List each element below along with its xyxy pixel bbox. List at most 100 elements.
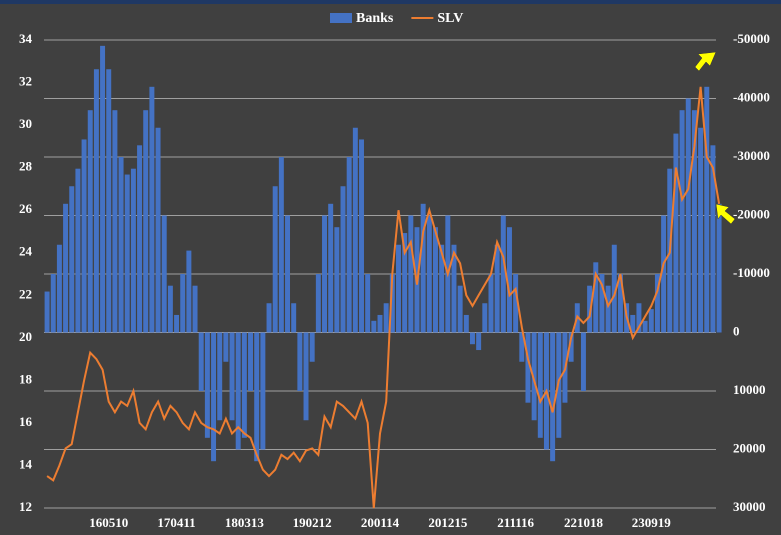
bar	[519, 332, 525, 362]
line	[46, 86, 721, 509]
y2-tick-label: 0	[733, 323, 740, 338]
bar	[568, 332, 574, 362]
bar	[100, 45, 106, 333]
bar	[605, 285, 611, 333]
bar	[81, 139, 87, 333]
bar	[278, 157, 284, 333]
bar	[469, 332, 475, 345]
x-tick-label: 200114	[361, 515, 400, 530]
bar	[167, 285, 173, 333]
bar	[525, 332, 531, 403]
top-stripe	[0, 0, 781, 4]
y2-tick-label: -10000	[733, 265, 770, 280]
arrow	[715, 203, 736, 225]
bar	[174, 314, 180, 333]
y-tick-label: 34	[19, 31, 33, 46]
bar	[352, 127, 358, 333]
bar	[149, 86, 155, 333]
legend-label: Banks	[356, 11, 394, 26]
bar	[420, 203, 426, 333]
bar	[691, 110, 697, 333]
bar	[254, 332, 260, 462]
bar	[457, 285, 463, 333]
y-tick-label: 12	[19, 499, 32, 514]
bar	[580, 332, 586, 391]
y-tick-label: 32	[19, 74, 32, 89]
bar	[654, 274, 660, 333]
bar	[673, 133, 679, 333]
bar	[500, 215, 506, 333]
bar	[389, 274, 395, 333]
y2-tick-label: -30000	[733, 148, 770, 163]
bar	[260, 332, 266, 450]
y2-tick-label: -40000	[733, 89, 770, 104]
bar	[137, 145, 143, 333]
plot: 30000 20000 10000 0 -10000 -20000 -30000 -40000…	[19, 31, 770, 530]
bar	[531, 332, 537, 421]
bar	[488, 274, 494, 333]
bar	[186, 250, 192, 333]
bar	[93, 69, 99, 333]
bar	[266, 303, 272, 333]
bar	[716, 203, 722, 333]
bar	[710, 145, 716, 333]
bar	[211, 332, 217, 462]
y-tick-label: 20	[19, 329, 32, 344]
bar	[482, 303, 488, 333]
bar	[359, 139, 364, 333]
bar	[44, 291, 50, 333]
bar	[334, 227, 340, 333]
y2-tick-label: -50000	[733, 31, 770, 46]
y-tick-label: 16	[19, 414, 33, 429]
bar	[291, 303, 297, 333]
bar	[550, 332, 556, 462]
x-tick-label: 160510	[89, 515, 128, 530]
y-tick-label: 18	[19, 371, 33, 386]
bar	[322, 215, 327, 333]
bar	[248, 332, 254, 391]
bar	[476, 332, 482, 351]
y-tick-label: 26	[19, 201, 33, 216]
x-tick-label: 201215	[428, 515, 468, 530]
x-tick-label: 211116	[497, 515, 534, 530]
bar	[611, 244, 617, 333]
x-tick-label: 221018	[564, 515, 604, 530]
bar	[161, 215, 167, 333]
bar	[630, 314, 636, 333]
x-tick-label: 190212	[293, 515, 332, 530]
bar	[346, 157, 352, 333]
y-tick-label: 14	[19, 456, 33, 471]
bar	[383, 303, 389, 333]
bar	[636, 303, 642, 333]
bar	[229, 332, 235, 421]
x-tick-label: 180313	[225, 515, 265, 530]
bar	[63, 203, 69, 333]
y-tick-label: 22	[19, 286, 32, 301]
bar	[180, 274, 186, 333]
bar	[408, 215, 414, 333]
bar	[50, 274, 56, 333]
bar	[439, 244, 445, 333]
bar	[297, 332, 303, 391]
bar	[513, 274, 519, 333]
bar	[69, 186, 75, 333]
x-tick-label: 170411	[157, 515, 195, 530]
bar	[506, 227, 512, 333]
bar	[315, 274, 321, 333]
bar	[235, 332, 241, 450]
bar	[118, 157, 124, 333]
y2-tick-label: 20000	[733, 440, 766, 455]
bar	[155, 127, 161, 333]
bar	[106, 69, 112, 333]
bar	[192, 285, 198, 333]
bar	[124, 174, 130, 333]
bar	[587, 285, 593, 333]
bar	[593, 262, 599, 333]
bar	[463, 314, 469, 333]
bar	[599, 274, 605, 333]
legend-label: SLV	[437, 11, 463, 26]
bar	[617, 274, 623, 333]
legend-swatch	[330, 13, 352, 23]
